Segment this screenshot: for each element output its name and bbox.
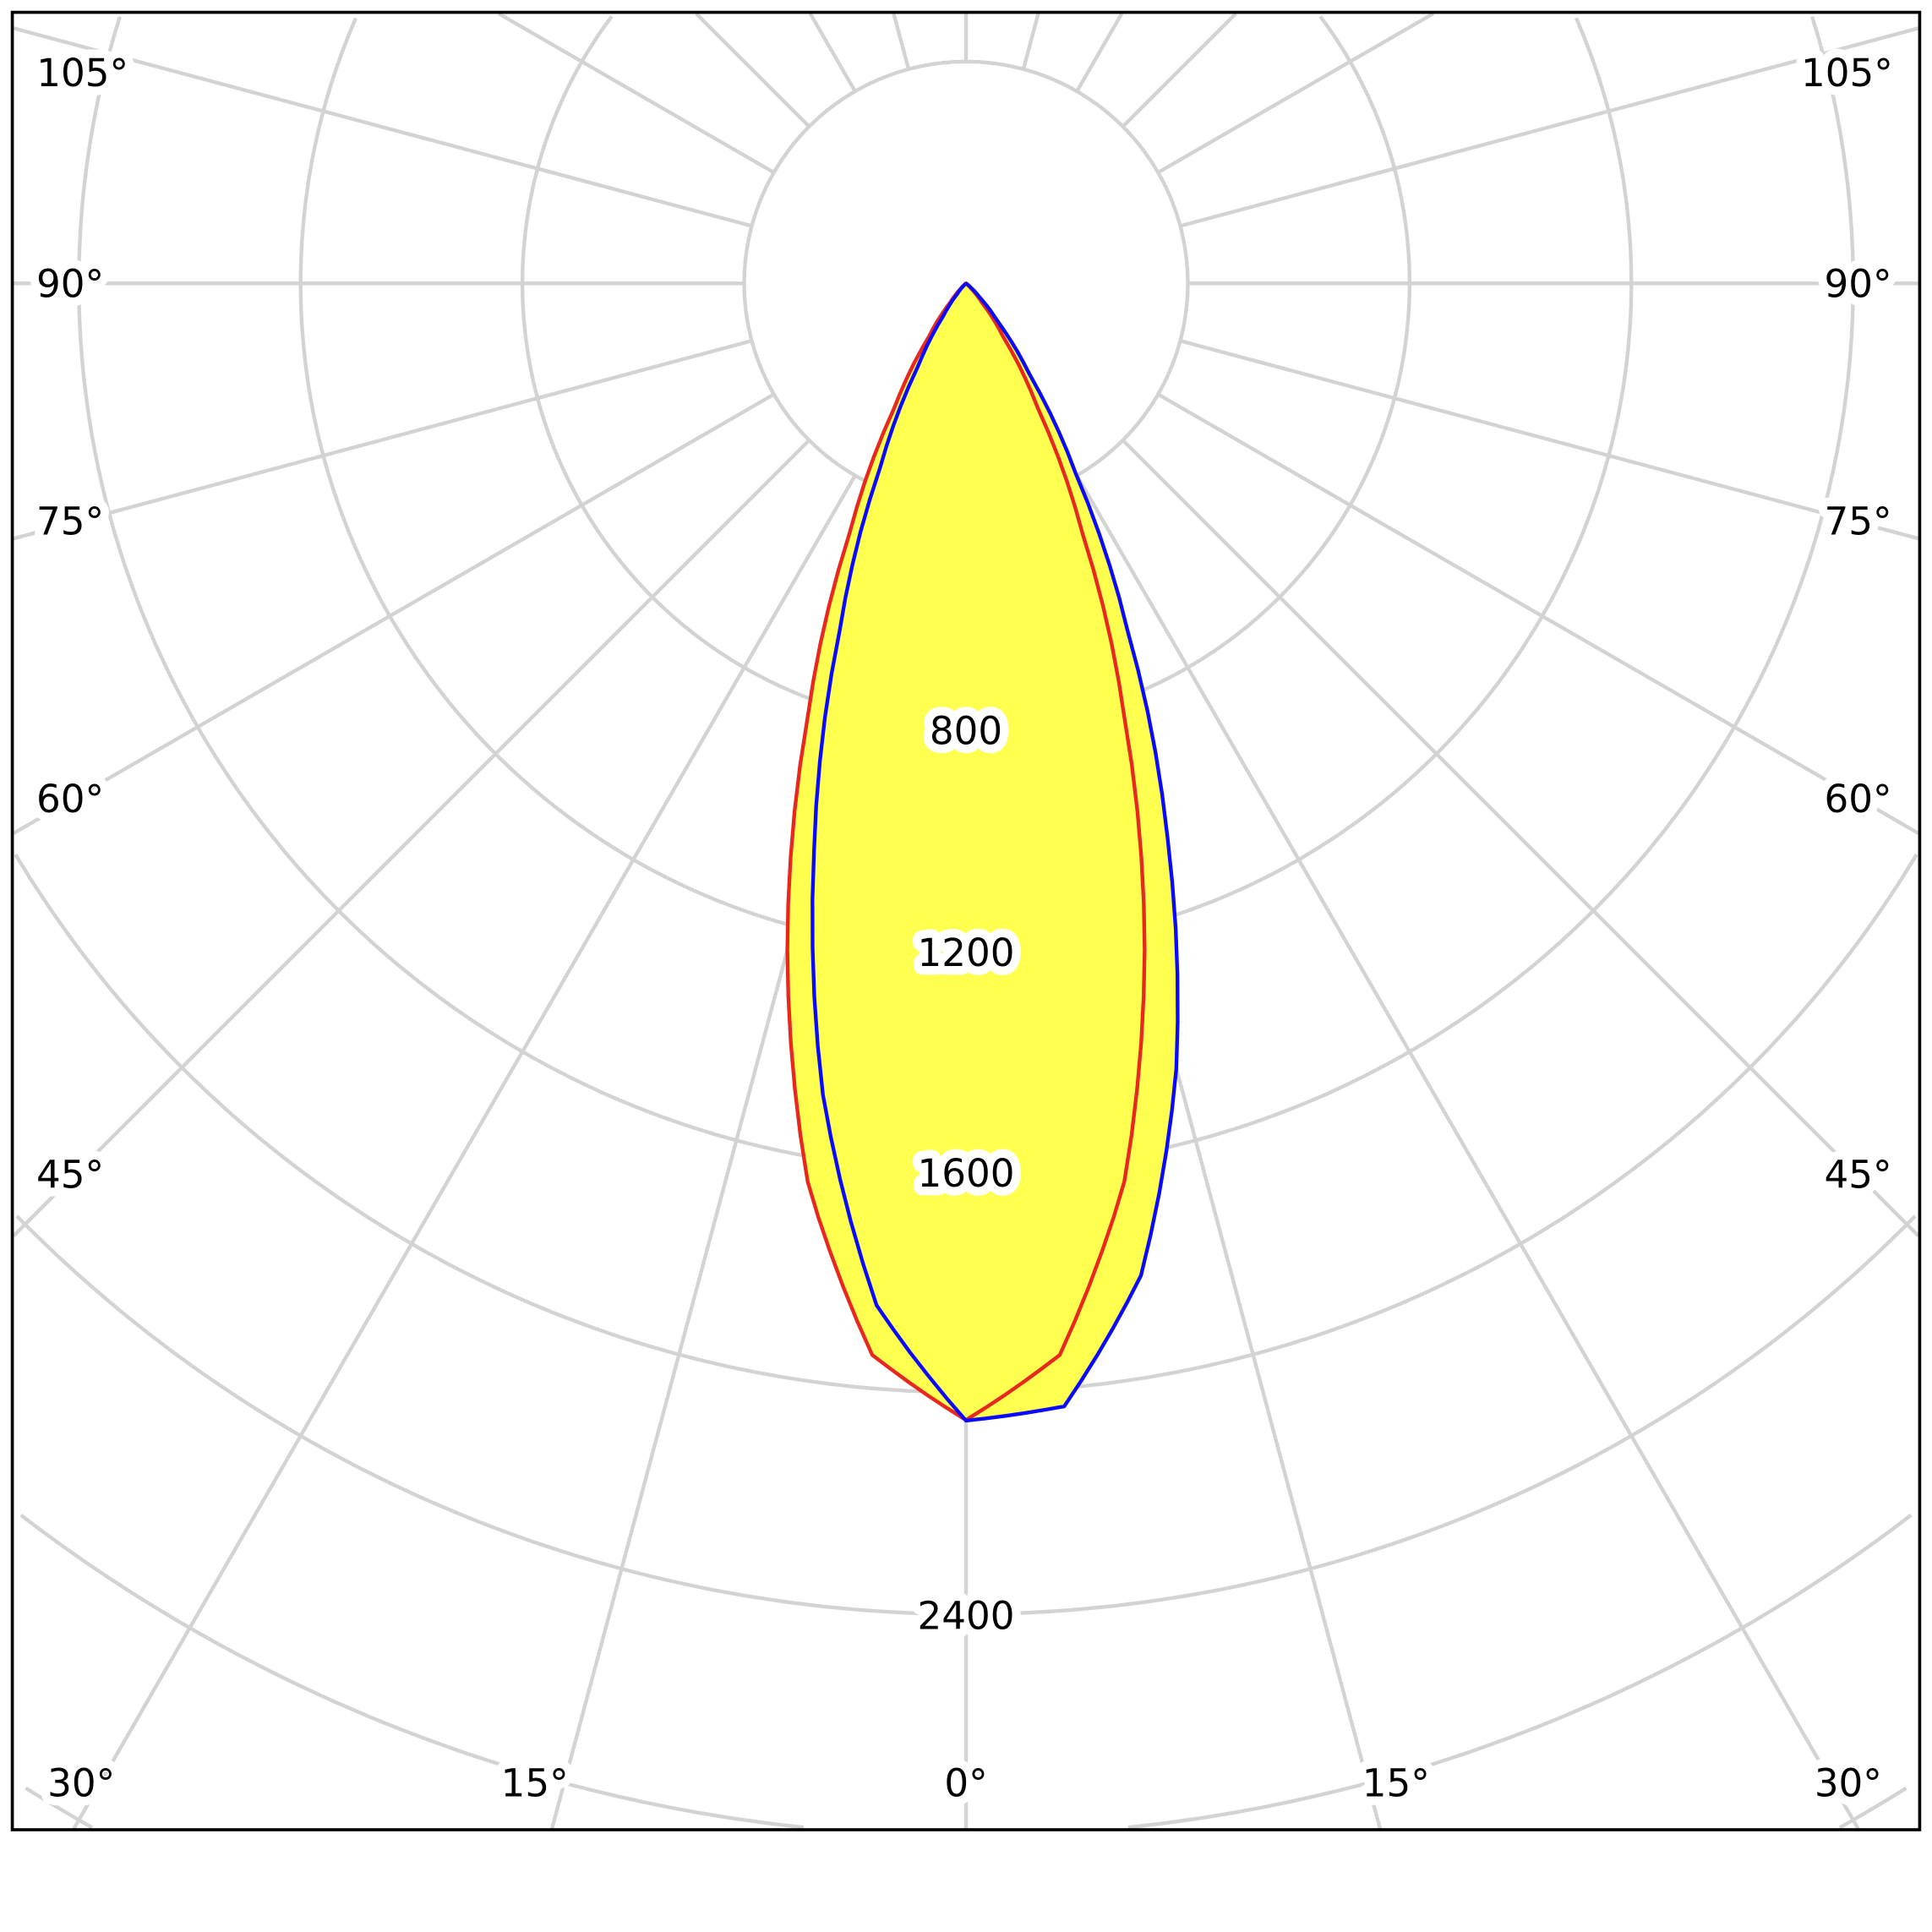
grid-spoke bbox=[808, 12, 857, 93]
angle-label: 90° bbox=[36, 261, 104, 306]
grid-spoke bbox=[72, 474, 857, 1830]
grid-ring bbox=[19, 1513, 805, 1830]
grid-ring bbox=[966, 17, 1634, 951]
grid-spoke bbox=[1122, 12, 1237, 128]
grid-spoke bbox=[12, 439, 810, 1237]
grid-spoke bbox=[1122, 439, 1920, 1237]
grid-spoke bbox=[1021, 13, 1040, 70]
grid-spoke bbox=[1075, 12, 1124, 93]
grid-spoke bbox=[12, 392, 775, 835]
angle-label: 90° bbox=[1824, 261, 1891, 306]
grid-spoke bbox=[1157, 392, 1920, 835]
grid-ring bbox=[966, 853, 1918, 1394]
angle-label: 75° bbox=[1824, 499, 1891, 544]
grid-ring bbox=[14, 853, 966, 1394]
angle-label: 15° bbox=[501, 1761, 569, 1806]
plot-frame bbox=[10, 10, 1922, 1831]
curve-lines bbox=[785, 281, 1180, 1423]
grid-spoke bbox=[1179, 26, 1919, 228]
grid-spoke bbox=[1157, 12, 1435, 175]
angle-label: 75° bbox=[36, 499, 104, 544]
grid-ring bbox=[1127, 1513, 1913, 1830]
grid-spoke bbox=[13, 339, 753, 541]
series-line-1 bbox=[810, 281, 1180, 1423]
grid-ring bbox=[966, 1214, 1917, 1617]
angle-label: 45° bbox=[36, 1152, 104, 1197]
curve-fills bbox=[787, 283, 1178, 1421]
grid-spoke bbox=[497, 12, 775, 175]
angle-label: 60° bbox=[1824, 777, 1891, 821]
radial-label: 1200 bbox=[918, 931, 1015, 975]
labels: 105° 90° 75° 60° 45° 30° 15° 0° 15° 30° … bbox=[28, 42, 1902, 1815]
grid-spoke bbox=[1179, 339, 1919, 541]
grid-ring bbox=[77, 16, 966, 1173]
grid-spoke bbox=[1075, 474, 1860, 1830]
angle-label: 0° bbox=[944, 1761, 987, 1806]
grid-ring bbox=[1838, 1786, 1907, 1830]
grid-spoke bbox=[695, 12, 810, 128]
grid-ring bbox=[520, 15, 966, 729]
grid-ring bbox=[15, 1214, 966, 1617]
angle-label: 60° bbox=[36, 777, 104, 821]
grid-spoke bbox=[13, 26, 753, 228]
angle-label: 15° bbox=[1362, 1761, 1430, 1806]
radial-label: 800 bbox=[930, 709, 1002, 754]
angle-label: 30° bbox=[47, 1761, 115, 1806]
radial-label: 1600 bbox=[918, 1151, 1015, 1196]
grid-ring bbox=[298, 17, 966, 951]
grid-ring bbox=[966, 16, 1855, 1173]
grid bbox=[12, 12, 1920, 1830]
angle-label: 105° bbox=[36, 51, 128, 96]
angle-label: 105° bbox=[1801, 51, 1893, 96]
angle-label: 30° bbox=[1815, 1761, 1882, 1806]
series-fill-1 bbox=[812, 283, 1178, 1421]
grid-ring bbox=[25, 1786, 94, 1830]
radial-label: 2400 bbox=[918, 1593, 1015, 1638]
grid-spoke bbox=[892, 13, 911, 70]
angle-label: 45° bbox=[1824, 1152, 1891, 1197]
